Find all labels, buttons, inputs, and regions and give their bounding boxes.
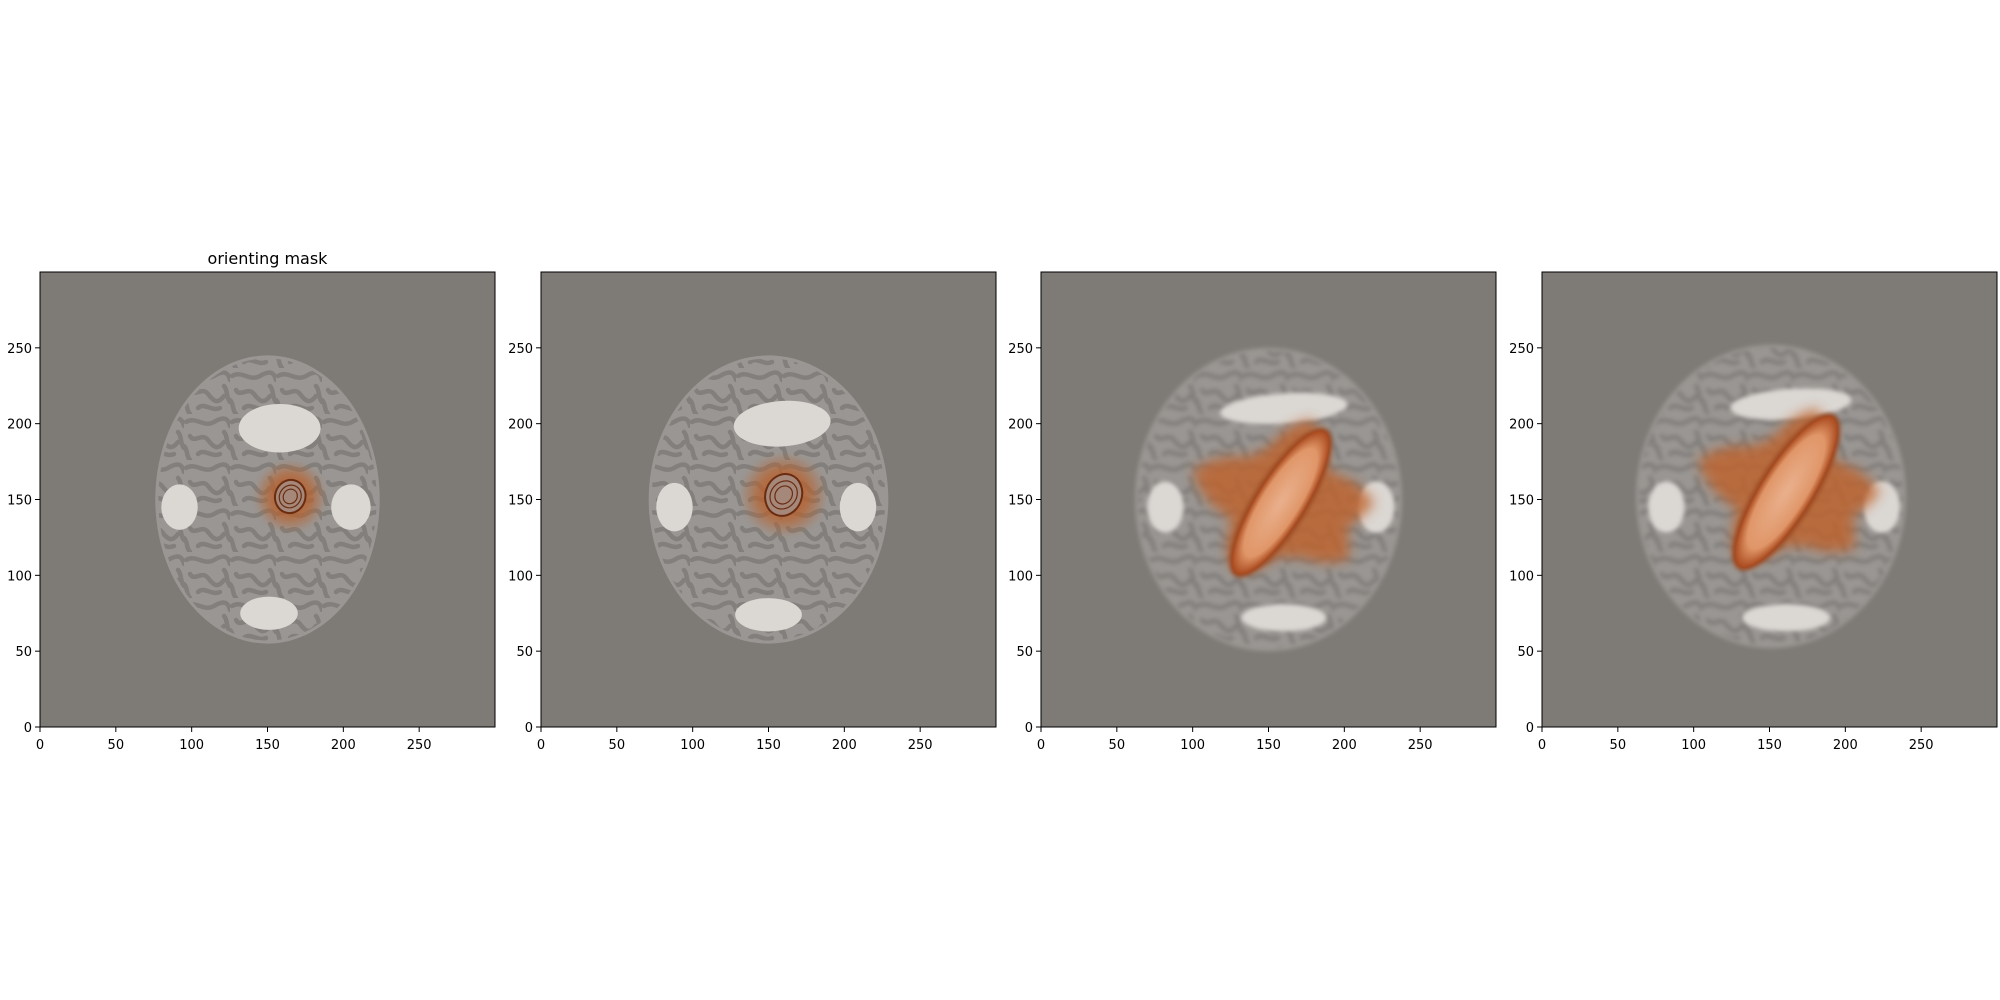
bright-region-2 xyxy=(1241,604,1327,632)
y-tick-label: 250 xyxy=(508,342,533,357)
x-tick-label: 150 xyxy=(1256,738,1281,753)
x-tick-label: 200 xyxy=(832,738,857,753)
y-tick-label: 150 xyxy=(1509,494,1534,509)
panel-1: 0 50 100 150 200 250 0 50 100 150 200 250 orienting … xyxy=(7,249,496,753)
x-tick-label: 50 xyxy=(1610,738,1627,753)
x-tick-label: 50 xyxy=(609,738,626,753)
x-tick-label: 100 xyxy=(1681,738,1706,753)
bright-region-4 xyxy=(839,482,877,532)
panel-3: 0 50 100 150 200 250 0 50 100 150 200 250 xyxy=(1008,271,1497,753)
overlay xyxy=(1697,408,1881,571)
bright-region-2 xyxy=(1742,604,1831,632)
x-tick-label: 100 xyxy=(1180,738,1205,753)
y-tick-label: 250 xyxy=(1008,342,1033,357)
panel-4: 0 50 100 150 200 250 0 50 100 150 200 250 xyxy=(1509,271,1998,753)
x-tick-label: 0 xyxy=(537,738,545,753)
overlay xyxy=(739,452,828,538)
y-tick-label: 150 xyxy=(1008,494,1033,509)
panel-2: 0 50 100 150 200 250 0 50 100 150 200 250 xyxy=(508,271,997,753)
bright-region-3 xyxy=(1648,481,1685,533)
x-tick-label: 250 xyxy=(407,738,432,753)
x-tick-label: 250 xyxy=(1408,738,1433,753)
bright-region-2 xyxy=(735,598,802,632)
y-tick-label: 200 xyxy=(508,418,533,433)
image-content xyxy=(1135,347,1402,652)
bright-region-4 xyxy=(331,484,371,530)
y-tick-label: 150 xyxy=(508,494,533,509)
y-tick-label: 50 xyxy=(1517,645,1534,660)
y-tick-label: 50 xyxy=(15,645,32,660)
y-tick-label: 200 xyxy=(1008,418,1033,433)
y-tick-label: 0 xyxy=(1526,721,1534,736)
x-tick-label: 50 xyxy=(108,738,125,753)
bright-region-1 xyxy=(1730,388,1852,420)
x-tick-label: 200 xyxy=(1332,738,1357,753)
x-tick-label: 250 xyxy=(908,738,933,753)
x-tick-label: 0 xyxy=(1037,738,1045,753)
x-tick-label: 250 xyxy=(1909,738,1934,753)
bright-region-1 xyxy=(238,403,321,453)
y-tick-label: 100 xyxy=(508,569,533,584)
y-tick-label: 200 xyxy=(7,418,32,433)
y-tick-label: 200 xyxy=(1509,418,1534,433)
bright-region-1 xyxy=(1220,392,1348,425)
overlay xyxy=(1192,418,1375,578)
x-tick-label: 0 xyxy=(1538,738,1546,753)
image-content xyxy=(648,355,889,644)
overlay xyxy=(253,460,327,533)
bright-region-3 xyxy=(656,482,693,532)
overlay-core xyxy=(764,473,804,517)
image-content xyxy=(155,355,380,644)
overlay-contour xyxy=(282,488,298,505)
bright-region-1 xyxy=(733,400,831,447)
y-tick-label: 0 xyxy=(1025,721,1033,736)
image-content xyxy=(1636,344,1907,649)
bright-region-2 xyxy=(240,596,298,630)
overlay-core xyxy=(1734,416,1838,568)
y-tick-label: 50 xyxy=(516,645,533,660)
y-tick-label: 100 xyxy=(1008,569,1033,584)
x-tick-label: 200 xyxy=(331,738,356,753)
x-tick-label: 150 xyxy=(1757,738,1782,753)
x-tick-label: 150 xyxy=(255,738,280,753)
y-tick-label: 0 xyxy=(24,721,32,736)
overlay-contour xyxy=(774,485,794,505)
bright-region-3 xyxy=(161,484,198,530)
x-tick-label: 100 xyxy=(680,738,705,753)
y-tick-label: 150 xyxy=(7,494,32,509)
x-tick-label: 150 xyxy=(756,738,781,753)
x-tick-label: 100 xyxy=(179,738,204,753)
bright-region-3 xyxy=(1147,481,1184,533)
y-tick-label: 50 xyxy=(1016,645,1033,660)
x-tick-label: 0 xyxy=(36,738,44,753)
panel-title: orienting mask xyxy=(208,249,329,268)
y-tick-label: 250 xyxy=(7,342,32,357)
y-tick-label: 100 xyxy=(1509,569,1534,584)
overlay-contour xyxy=(278,484,302,509)
overlay-core xyxy=(1231,430,1330,575)
y-tick-label: 0 xyxy=(525,721,533,736)
y-tick-label: 250 xyxy=(1509,342,1534,357)
y-tick-label: 100 xyxy=(7,569,32,584)
x-tick-label: 50 xyxy=(1109,738,1126,753)
x-tick-label: 200 xyxy=(1833,738,1858,753)
overlay-contour xyxy=(769,480,798,510)
